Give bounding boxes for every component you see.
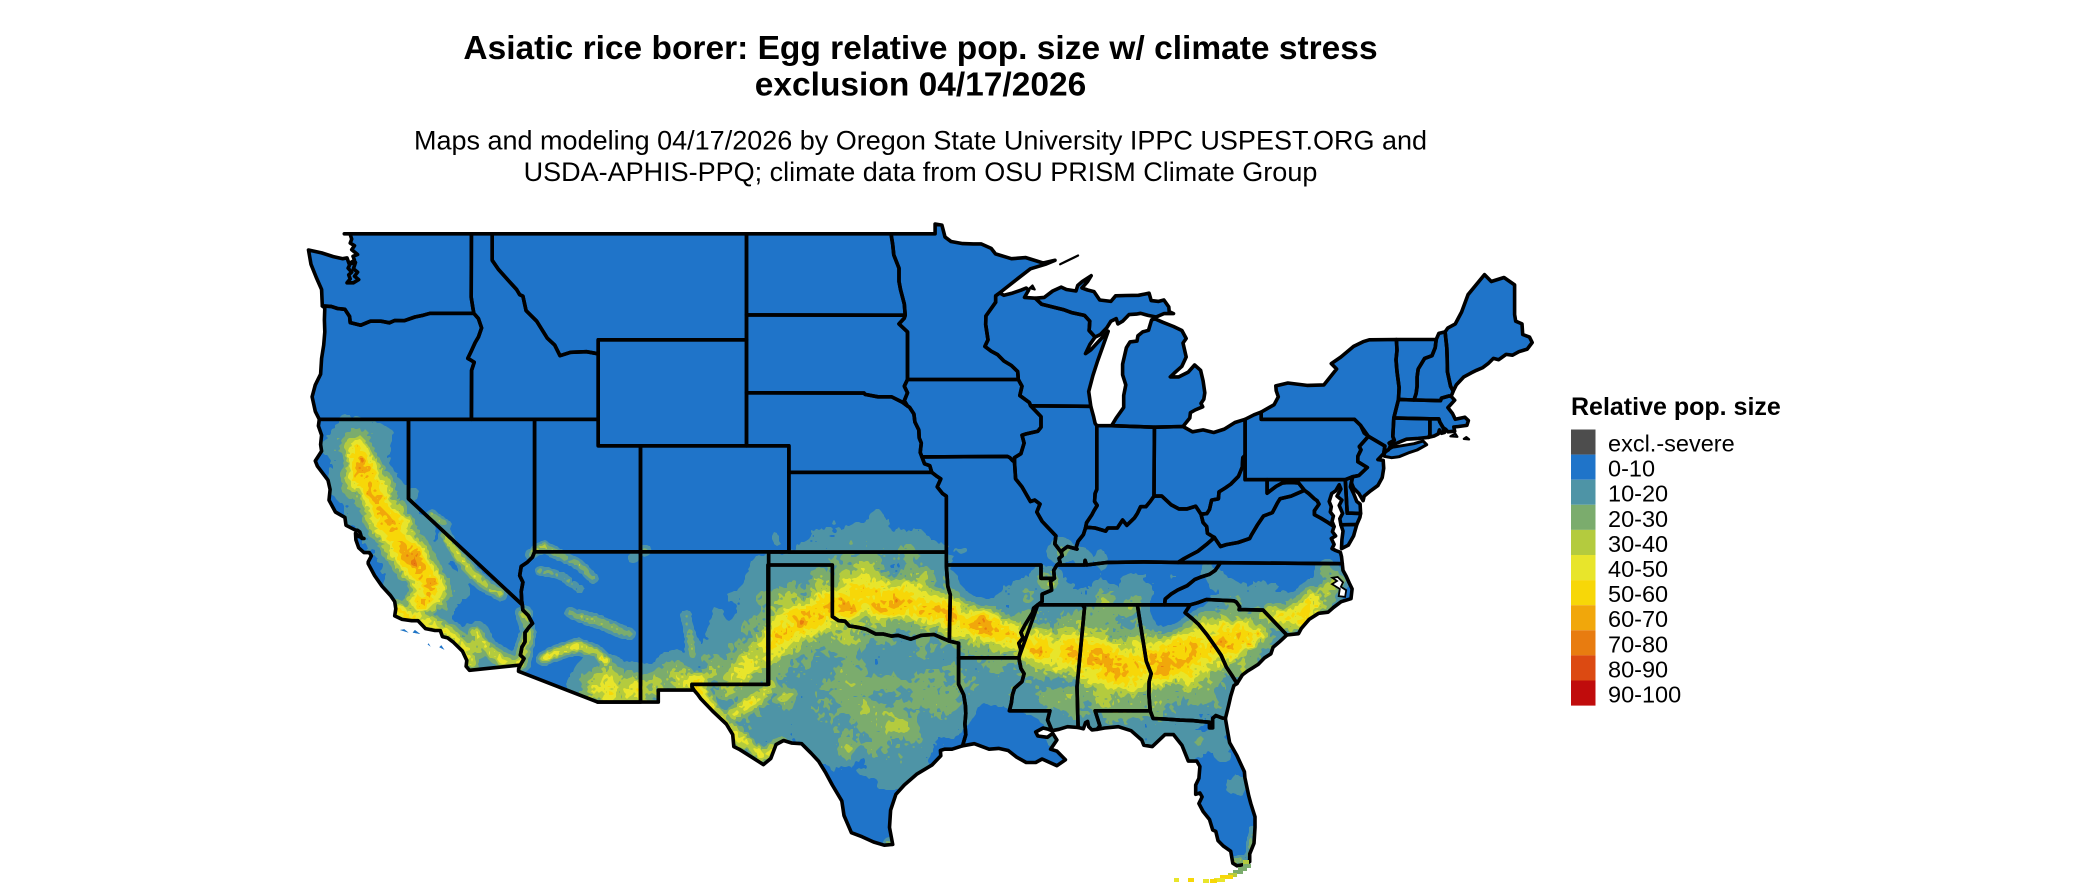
svg-text:80-90: 80-90 [1608,656,1668,682]
svg-text:10-20: 10-20 [1608,481,1668,507]
svg-text:0-10: 0-10 [1608,456,1655,482]
svg-text:30-40: 30-40 [1608,531,1668,557]
svg-text:Relative pop. size: Relative pop. size [1571,393,1781,421]
svg-text:20-30: 20-30 [1608,506,1668,532]
svg-text:90-100: 90-100 [1608,682,1681,708]
svg-text:USDA-APHIS-PPQ; climate data f: USDA-APHIS-PPQ; climate data from OSU PR… [524,157,1318,187]
svg-text:70-80: 70-80 [1608,631,1668,657]
svg-text:exclusion 04/17/2026: exclusion 04/17/2026 [755,67,1087,104]
svg-text:excl.-severe: excl.-severe [1608,431,1735,457]
svg-text:Asiatic rice borer: Egg relati: Asiatic rice borer: Egg relative pop. si… [463,30,1377,67]
svg-text:60-70: 60-70 [1608,606,1668,632]
svg-text:50-60: 50-60 [1608,581,1668,607]
svg-text:40-50: 40-50 [1608,556,1668,582]
svg-text:Maps and modeling 04/17/2026 b: Maps and modeling 04/17/2026 by Oregon S… [414,126,1427,156]
